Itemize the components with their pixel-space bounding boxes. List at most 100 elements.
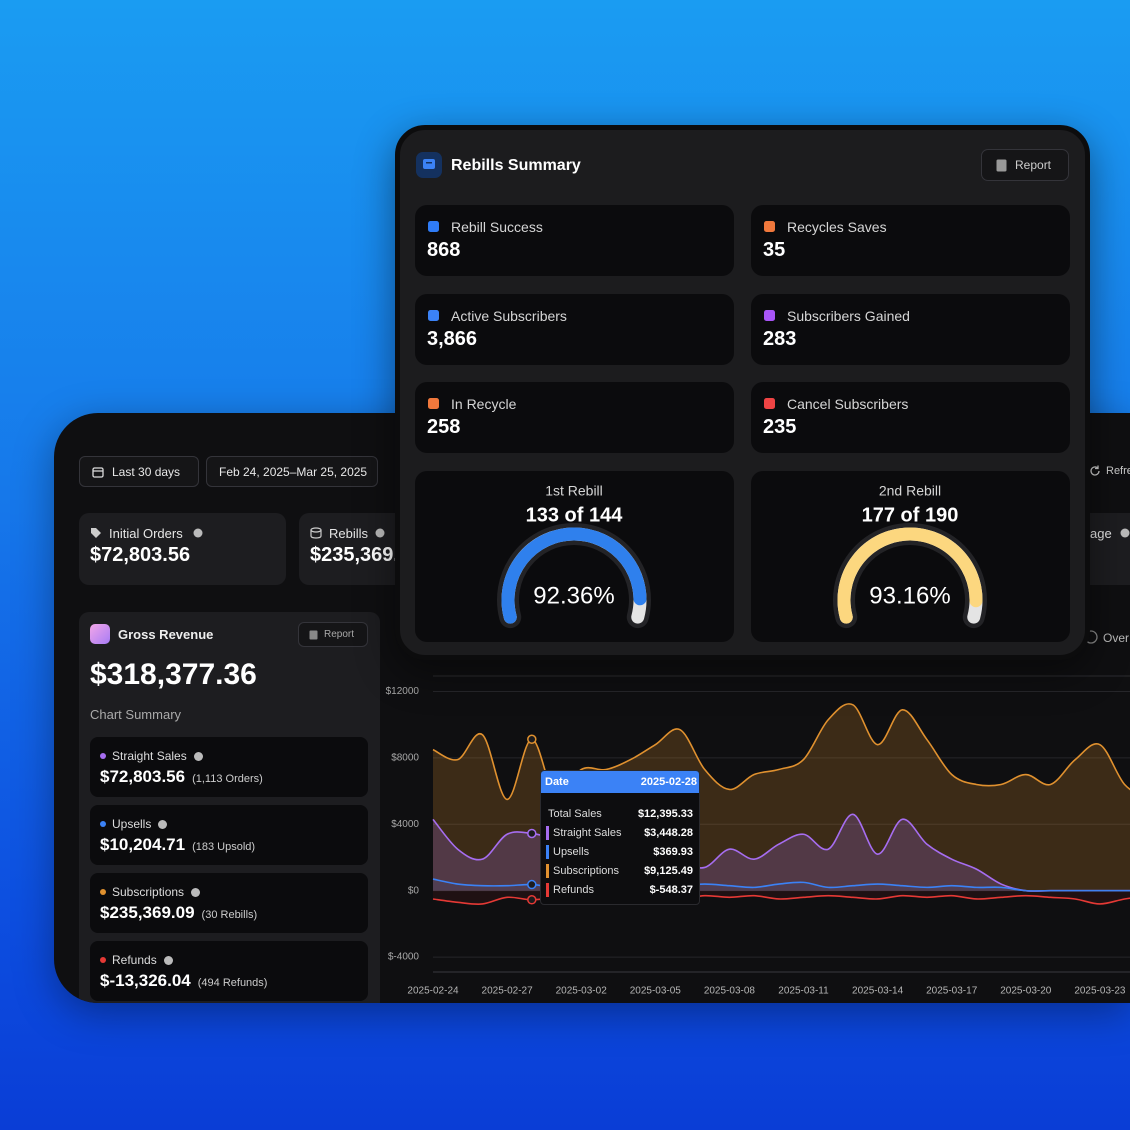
revenue-icon xyxy=(90,624,110,644)
metric-icon xyxy=(428,398,439,409)
toggle-label[interactable]: Over xyxy=(1103,631,1130,645)
summary-item: Upsells $10,204.71 (183 Upsold) xyxy=(90,805,368,865)
metric-icon-frame xyxy=(764,398,775,409)
metric-icon xyxy=(764,221,775,232)
hover-marker xyxy=(527,734,537,745)
gauge-count: 133 of 144 xyxy=(526,504,624,526)
item-value-row: $-13,326.04 (494 Refunds) xyxy=(100,971,267,991)
info-icon xyxy=(193,528,203,538)
tooltip-total-label: Total Sales xyxy=(548,808,602,820)
revenue-amount: $318,377.36 xyxy=(90,658,257,691)
date-range-button[interactable]: Feb 24, 2025–Mar 25, 2025 xyxy=(206,456,378,487)
metric-card: Recycles Saves 35 xyxy=(751,205,1070,276)
y-tick-label: $0 xyxy=(408,885,420,896)
item-note: (1,113 Orders) xyxy=(192,773,263,785)
gauge-card: 1st Rebill 133 of 144 92.36% xyxy=(415,471,734,642)
info-icon xyxy=(191,887,201,897)
gauge-card: 2nd Rebill 177 of 190 93.16% xyxy=(751,471,1070,642)
hover-marker xyxy=(527,879,537,890)
hover-marker xyxy=(527,828,537,839)
gauge: 1st Rebill 133 of 144 92.36% xyxy=(497,483,651,629)
info-icon xyxy=(375,528,385,538)
metric-value: 35 xyxy=(763,239,786,261)
metric-label: Recycles Saves xyxy=(787,219,887,235)
report-label: Report xyxy=(324,629,355,640)
item-note: (183 Upsold) xyxy=(192,841,256,853)
metric-icon xyxy=(764,398,775,409)
tooltip-series-value: $3,448.28 xyxy=(644,827,693,839)
refresh-icon[interactable] xyxy=(1088,464,1102,478)
item-value: $10,204.71 xyxy=(100,835,186,854)
item-name: Refunds xyxy=(112,953,157,967)
metric-card: In Recycle 258 xyxy=(415,382,734,453)
tooltip-header-label: Date xyxy=(545,776,569,788)
item-name-row: Refunds xyxy=(112,953,173,967)
gauge-count: 177 of 190 xyxy=(862,504,959,526)
report-icon xyxy=(996,159,1007,171)
report-icon xyxy=(309,630,318,639)
item-value: $-13,326.04 xyxy=(100,971,191,990)
metric-label: Rebill Success xyxy=(451,219,543,235)
tooltip-series-label: Refunds xyxy=(553,884,594,896)
series-dot xyxy=(100,753,106,759)
summary-item: Refunds $-13,326.04 (494 Refunds) xyxy=(90,941,368,1001)
metric-value: 3,866 xyxy=(427,327,478,350)
card-subtitle: Chart Summary xyxy=(90,707,182,722)
tooltip-total-value: $12,395.33 xyxy=(637,808,693,820)
x-tick-label: 2025-02-24 xyxy=(407,986,459,997)
series-dot xyxy=(100,889,106,895)
tooltip-series-value: $369.93 xyxy=(653,846,693,858)
date-filter-label: Last 30 days xyxy=(112,464,181,479)
y-tick-label: $8000 xyxy=(391,753,419,764)
info-icon xyxy=(1120,528,1130,538)
tooltip-series-value: $9,125.49 xyxy=(644,865,693,877)
metric-value: 235 xyxy=(763,416,797,438)
report-button[interactable]: Report xyxy=(298,622,368,647)
stat-label: Initial Orders xyxy=(109,526,183,541)
x-tick-label: 2025-03-02 xyxy=(556,986,608,997)
metric-icon-frame xyxy=(764,221,775,232)
x-tick-label: 2025-03-17 xyxy=(926,986,978,997)
tooltip-swatch xyxy=(546,826,549,840)
gauge-label: 1st Rebill xyxy=(545,483,603,499)
item-value-row: $72,803.56 (1,113 Orders) xyxy=(100,767,263,787)
report-button[interactable]: Report xyxy=(981,149,1069,181)
tooltip-date: 2025-02-28 xyxy=(640,776,697,788)
summary-item: Subscriptions $235,369.09 (30 Rebills) xyxy=(90,873,368,933)
item-value: $235,369.09 xyxy=(100,903,195,922)
stat-card: Initial Orders $72,803.56 xyxy=(79,513,286,585)
metric-label: In Recycle xyxy=(451,396,517,412)
date-filter-button[interactable]: Last 30 days xyxy=(79,456,199,487)
card-title: Gross Revenue xyxy=(118,627,214,642)
tooltip-swatch xyxy=(546,864,549,878)
refresh-label[interactable]: Refre xyxy=(1106,465,1130,477)
x-tick-label: 2025-02-27 xyxy=(482,986,534,997)
gauge-percent: 93.16% xyxy=(869,582,950,609)
item-note: (30 Rebills) xyxy=(201,909,258,921)
stat-value: $235,369.09 xyxy=(310,544,422,566)
metric-card: Subscribers Gained 283 xyxy=(751,293,1070,365)
x-tick-label: 2025-03-23 xyxy=(1074,986,1126,997)
gauge-label: 2nd Rebill xyxy=(879,483,941,499)
tooltip-swatch xyxy=(546,883,549,897)
stat-label: age xyxy=(1090,526,1112,541)
summary-item: Straight Sales $72,803.56 (1,113 Orders) xyxy=(90,737,368,797)
metric-icon xyxy=(428,309,439,321)
metric-icon xyxy=(428,221,439,232)
stat-label: Rebills xyxy=(329,526,369,541)
series-dot xyxy=(100,957,106,963)
item-name: Straight Sales xyxy=(112,749,187,763)
rebills-summary-panel: Rebills Summary Report Rebill Success 868… xyxy=(395,125,1090,660)
metric-card: Cancel Subscribers 235 xyxy=(751,382,1070,453)
tooltip-header: Date 2025-02-28 xyxy=(541,771,699,793)
info-icon xyxy=(158,819,168,829)
item-value-row: $10,204.71 (183 Upsold) xyxy=(100,835,255,855)
tag-icon xyxy=(91,528,101,538)
item-value: $72,803.56 xyxy=(100,767,186,786)
gauge-percent: 92.36% xyxy=(533,582,614,609)
metric-value: 258 xyxy=(427,416,461,438)
x-tick-label: 2025-03-14 xyxy=(852,986,904,997)
info-icon xyxy=(193,751,203,761)
x-tick-label: 2025-03-05 xyxy=(630,986,682,997)
metric-card: Active Subscribers 3,866 xyxy=(415,293,734,365)
